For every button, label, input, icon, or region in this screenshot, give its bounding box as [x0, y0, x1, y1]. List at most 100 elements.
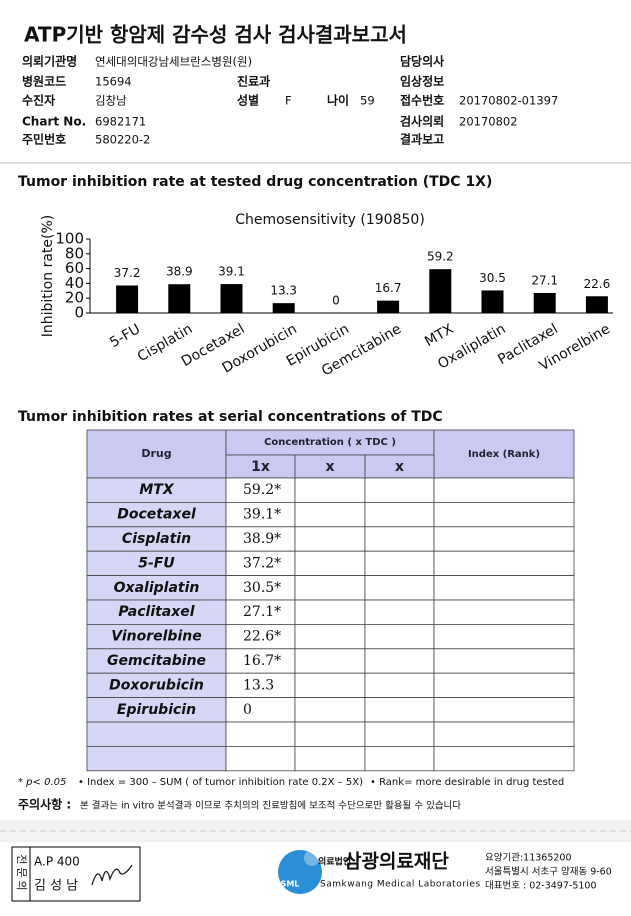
table-cell: [225, 429, 435, 456]
table-cell: [225, 721, 296, 747]
y-tick-label: 80: [65, 244, 84, 262]
corp-label: 의료법인: [318, 856, 351, 868]
table-cell: [225, 526, 296, 552]
table-cell: [86, 599, 227, 625]
drug-name: Doxorubicin: [109, 677, 204, 693]
table-cell: [364, 550, 435, 577]
value-label: 59.2: [427, 250, 454, 264]
table-cell: [364, 648, 435, 674]
table-cell: [433, 550, 575, 577]
bar: [377, 300, 400, 313]
stamp-box: [11, 846, 141, 902]
drug-name: Cisplatin: [122, 531, 191, 547]
table-cell: [86, 746, 227, 772]
drug-value: 13.3: [243, 677, 274, 693]
table-cell: [433, 648, 575, 674]
y-tick-label: 0: [74, 304, 84, 322]
y-tick-label: 100: [55, 230, 84, 248]
logo-highlight: [304, 850, 320, 866]
table-header: Drug: [141, 447, 171, 460]
table-cell: [294, 575, 366, 601]
chart-title: Chemosensitivity (190850): [235, 212, 425, 228]
table-cell: [86, 550, 227, 577]
doctor-name: 김 성 남: [34, 879, 78, 894]
field-value: 연세대의대강남세브란스병원(원): [95, 55, 252, 69]
bar: [533, 292, 556, 313]
section-heading: Tumor inhibition rates at serial concent…: [18, 409, 443, 425]
value-label: 37.2: [114, 266, 141, 280]
table-cell: [86, 429, 227, 479]
field-label: Chart No.: [22, 115, 86, 129]
table-cell: [294, 697, 366, 723]
value-label: 16.7: [375, 281, 402, 295]
logo-text: SML: [281, 880, 300, 889]
value-label: 38.9: [166, 265, 193, 279]
org-name: 삼광의료재단: [344, 851, 449, 873]
table-header: 1x: [251, 459, 270, 475]
table-cell: [364, 672, 435, 699]
field-label: 검사의뢰: [400, 114, 444, 129]
contact: 요양기관:11365200: [485, 853, 572, 864]
contact: 대표번호 : 02-3497-5100: [485, 881, 597, 892]
field-value: F: [285, 94, 292, 108]
table-cell: [225, 746, 296, 772]
table-cell: [433, 477, 575, 503]
field-label: 임상정보: [400, 74, 444, 89]
field-value: 580220-2: [95, 133, 150, 147]
table-cell: [86, 697, 227, 723]
report-title: ATP기반 항암제 감수성 검사 검사결과보고서: [24, 23, 407, 47]
table-cell: [364, 526, 435, 552]
table-cell: [294, 648, 366, 674]
footnote: * p< 0.05: [18, 777, 66, 788]
table-cell: [86, 721, 227, 747]
table-cell: [86, 672, 227, 699]
bar: [272, 303, 295, 313]
table-cell: [364, 697, 435, 723]
table-cell: [364, 575, 435, 601]
table-cell: [294, 477, 366, 503]
field-label: 수진자: [22, 93, 55, 108]
drug-value: 16.7*: [243, 653, 281, 669]
field-value: 20170802-01397: [459, 94, 558, 108]
table-cell: [364, 721, 435, 747]
field-label: 결과보고: [400, 132, 444, 147]
value-label: 30.5: [479, 271, 506, 285]
value-label: 39.1: [218, 265, 245, 279]
table-cell: [433, 697, 575, 723]
field-value: 6982171: [95, 115, 146, 129]
drug-value: 22.6*: [243, 629, 281, 645]
table-cell: [433, 599, 575, 625]
table-cell: [86, 526, 227, 552]
field-label: 담당의사: [400, 54, 444, 69]
drug-value: 59.2*: [243, 482, 281, 498]
bar: [116, 285, 139, 313]
bar: [168, 284, 191, 313]
value-label: 0: [332, 294, 340, 308]
field-value: 15694: [95, 75, 132, 89]
value-label: 13.3: [270, 284, 297, 298]
table-cell: [433, 746, 575, 772]
drug-name: Epirubicin: [117, 702, 196, 718]
table-cell: [294, 624, 366, 650]
license: A.P 400: [34, 855, 80, 869]
caution-text: 본 결과는 in vitro 분석결과 이므로 추치의의 진료방침에 보조적 수…: [80, 800, 461, 812]
drug-name: Docetaxel: [117, 507, 196, 523]
drug-name: Oxaliplatin: [114, 580, 200, 596]
field-label: 의뢰기관명: [22, 54, 77, 69]
footnote: • Rank= more desirable in drug tested: [370, 777, 564, 788]
table-header: x: [395, 459, 404, 475]
drug-value: 39.1*: [243, 507, 281, 523]
value-label: 22.6: [584, 277, 611, 291]
logo-circle: [278, 850, 322, 894]
table-header: Concentration ( x TDC ): [264, 437, 396, 448]
bar: [429, 269, 452, 313]
bar: [585, 296, 608, 313]
value-label: 27.1: [531, 273, 558, 287]
table-cell: [225, 697, 296, 723]
table-cell: [294, 550, 366, 577]
drug-value: 27.1*: [243, 604, 281, 620]
caution-label: 주의사항 :: [18, 797, 71, 812]
y-tick-label: 60: [65, 259, 84, 277]
table-cell: [294, 501, 366, 528]
